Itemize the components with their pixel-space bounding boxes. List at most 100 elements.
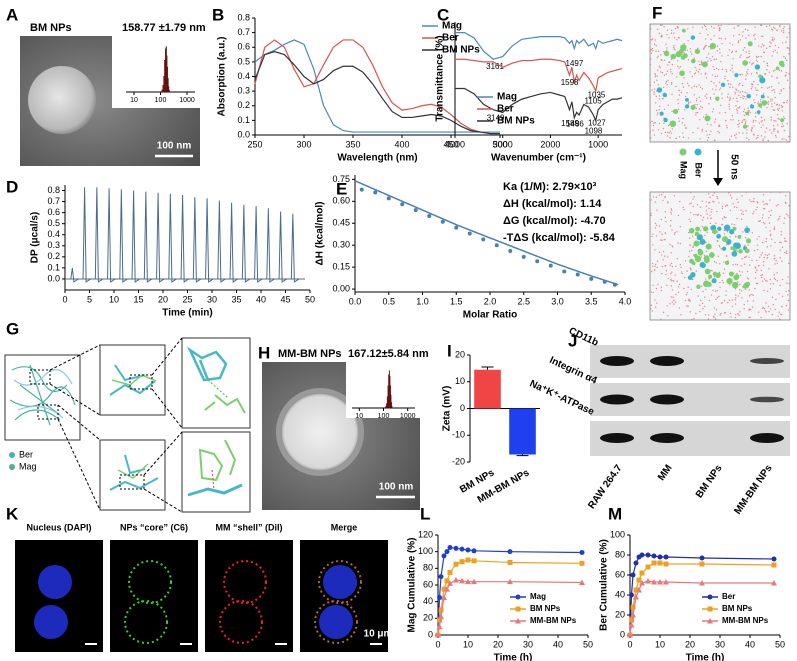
water-dot bbox=[650, 212, 652, 215]
water-dot bbox=[749, 111, 751, 114]
water-dot bbox=[754, 33, 756, 36]
water-dot bbox=[773, 258, 775, 260]
water-dot bbox=[762, 138, 764, 140]
marker bbox=[633, 587, 639, 593]
water-dot bbox=[689, 300, 691, 302]
water-dot bbox=[741, 297, 743, 299]
water-dot bbox=[653, 122, 655, 124]
y-tick-label: 60 bbox=[615, 569, 625, 579]
water-dot bbox=[684, 260, 687, 262]
water-dot bbox=[655, 224, 658, 227]
water-dot bbox=[698, 108, 701, 110]
water-dot bbox=[718, 89, 721, 91]
water-dot bbox=[665, 73, 667, 75]
annotation: -TΔS (kcal/mol): -5.84 bbox=[503, 232, 616, 244]
water-dot bbox=[654, 249, 656, 251]
water-dot bbox=[718, 202, 720, 204]
water-dot bbox=[718, 27, 720, 30]
water-dot bbox=[755, 271, 757, 274]
legend-label: Mag bbox=[442, 21, 462, 32]
water-dot bbox=[773, 226, 776, 228]
water-dot bbox=[742, 97, 744, 100]
water-dot bbox=[774, 27, 776, 30]
marker bbox=[471, 558, 477, 564]
water-dot bbox=[751, 83, 753, 85]
water-dot bbox=[729, 42, 731, 44]
water-dot bbox=[739, 311, 741, 313]
membrane bbox=[314, 600, 358, 644]
water-dot bbox=[681, 272, 683, 275]
water-dot bbox=[736, 250, 739, 252]
marker bbox=[515, 618, 521, 624]
water-dot bbox=[649, 38, 651, 41]
error-bar bbox=[481, 366, 494, 370]
water-dot bbox=[652, 129, 654, 131]
water-dot bbox=[674, 27, 677, 30]
y-tick-label: 0.7 bbox=[237, 27, 250, 37]
band bbox=[650, 433, 684, 443]
marker bbox=[447, 545, 453, 550]
water-dot bbox=[786, 36, 788, 38]
water-dot bbox=[650, 58, 652, 60]
water-dot bbox=[721, 205, 724, 208]
water-dot bbox=[777, 117, 779, 120]
water-dot bbox=[780, 104, 783, 107]
water-dot bbox=[655, 95, 658, 98]
water-dot bbox=[701, 219, 704, 221]
water-dot bbox=[705, 77, 708, 79]
water-dot bbox=[771, 238, 773, 240]
water-dot bbox=[785, 139, 788, 141]
water-dot bbox=[765, 203, 767, 205]
water-dot bbox=[673, 303, 675, 305]
marker bbox=[447, 580, 453, 586]
tem-image-h bbox=[262, 362, 420, 510]
water-dot bbox=[767, 96, 769, 98]
x-tick-label: 3.5 bbox=[585, 296, 598, 306]
water-dot bbox=[671, 128, 674, 130]
water-dot bbox=[736, 264, 739, 266]
water-dot bbox=[769, 308, 772, 310]
water-dot bbox=[706, 134, 708, 136]
water-dot bbox=[711, 270, 713, 272]
water-dot bbox=[691, 278, 694, 281]
legend-label: BM NPs bbox=[722, 604, 753, 613]
water-dot bbox=[684, 277, 686, 279]
water-dot bbox=[718, 244, 720, 247]
water-dot bbox=[774, 241, 776, 244]
injection-peak bbox=[192, 197, 202, 283]
y-tick-label: 0.8 bbox=[237, 12, 250, 22]
water-dot bbox=[707, 193, 710, 195]
molecule bbox=[703, 255, 710, 262]
x-tick-label: 1.5 bbox=[450, 296, 463, 306]
water-dot bbox=[698, 96, 700, 99]
band bbox=[650, 394, 684, 405]
water-dot bbox=[788, 262, 790, 265]
marker bbox=[515, 594, 521, 600]
water-dot bbox=[741, 257, 743, 260]
water-dot bbox=[758, 122, 761, 124]
water-dot bbox=[654, 299, 656, 301]
water-dot bbox=[677, 286, 680, 288]
y-tick-label: 0.3 bbox=[47, 240, 60, 250]
water-dot bbox=[666, 29, 669, 31]
water-dot bbox=[788, 205, 790, 207]
water-dot bbox=[734, 235, 737, 237]
water-dot bbox=[656, 266, 658, 269]
water-dot bbox=[705, 113, 707, 116]
water-dot bbox=[652, 196, 655, 198]
water-dot bbox=[763, 256, 765, 259]
water-dot bbox=[650, 308, 652, 310]
water-dot bbox=[695, 270, 697, 272]
water-dot bbox=[734, 316, 737, 319]
data-point bbox=[373, 190, 378, 195]
water-dot bbox=[658, 109, 660, 111]
water-dot bbox=[695, 112, 697, 114]
data-line bbox=[455, 32, 623, 60]
water-dot bbox=[652, 284, 654, 286]
water-dot bbox=[760, 274, 762, 277]
molecule bbox=[780, 118, 785, 123]
water-dot bbox=[679, 200, 681, 203]
water-dot bbox=[673, 280, 675, 282]
water-dot bbox=[726, 96, 729, 98]
water-dot bbox=[785, 290, 787, 293]
